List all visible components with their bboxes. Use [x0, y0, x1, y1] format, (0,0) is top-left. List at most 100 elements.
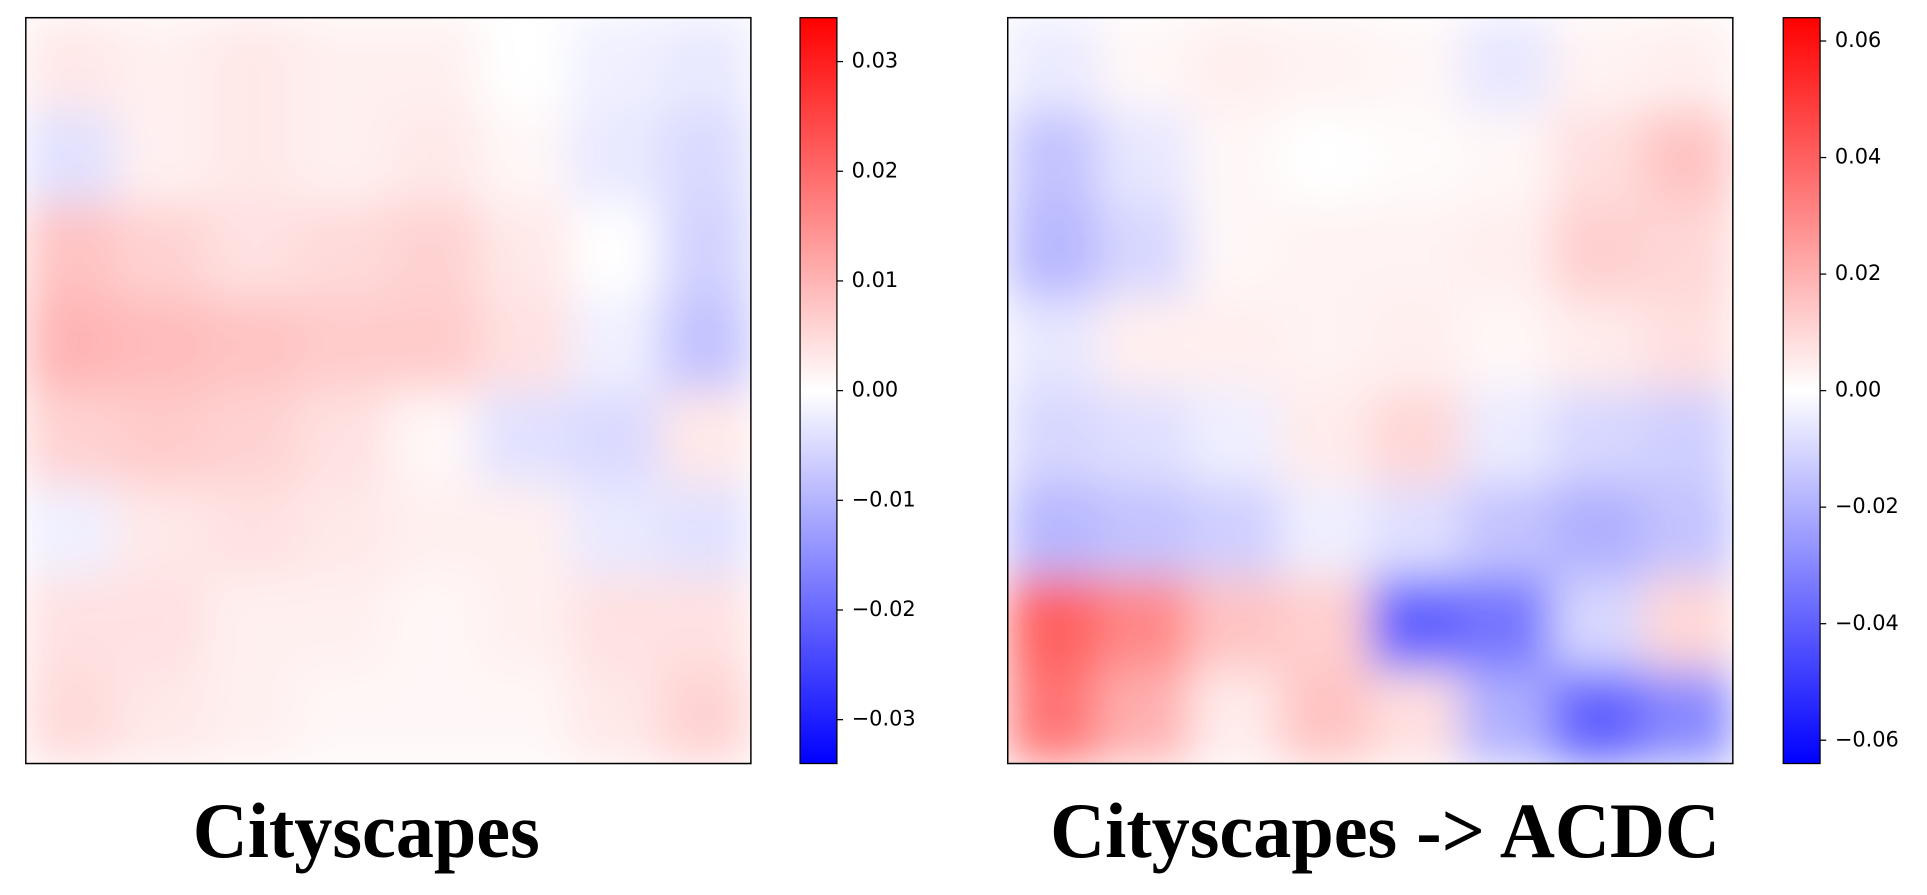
heatmap-cell — [207, 670, 299, 764]
heatmap-cell — [297, 390, 389, 485]
heatmap-cell — [1370, 204, 1462, 299]
heatmap-cell — [1189, 110, 1281, 205]
heatmap-cell — [1189, 297, 1281, 392]
heatmap-cell — [388, 390, 480, 485]
heatmap-cell — [1007, 577, 1099, 671]
heatmap-cell — [297, 483, 389, 578]
heatmap-cell — [388, 577, 480, 671]
colorbar-tick-label: −0.06 — [1835, 726, 1899, 751]
heatmap-cell — [1370, 390, 1462, 485]
heatmap-cell — [1007, 110, 1099, 205]
heatmap-cell — [1189, 204, 1281, 299]
heatmap-cell — [1098, 204, 1190, 299]
colorbar — [1782, 17, 1821, 765]
heatmap-cell — [569, 390, 661, 485]
heatmap-cell — [660, 390, 751, 485]
heatmap-cell — [25, 390, 118, 485]
heatmap-cell — [1642, 297, 1733, 392]
colorbar-tick-label: 0.01 — [852, 267, 899, 292]
heatmap-cell — [1551, 204, 1643, 299]
heatmap-cell — [388, 17, 480, 112]
heatmap-cell — [116, 670, 208, 764]
heatmap-cell — [1642, 204, 1733, 299]
heatmap-cell — [1551, 17, 1643, 112]
heatmap-cell — [1279, 670, 1371, 764]
heatmap-cell — [1279, 110, 1371, 205]
colorbar-tick-label: −0.02 — [1835, 493, 1899, 518]
heatmap-cell — [388, 483, 480, 578]
heatmap-cell — [297, 297, 389, 392]
heatmap-cell — [207, 204, 299, 299]
heatmap-cell — [1642, 110, 1733, 205]
heatmap-cell — [1279, 17, 1371, 112]
heatmap-cell — [25, 297, 118, 392]
heatmap-cell — [1189, 577, 1281, 671]
heatmap-cell — [478, 17, 571, 112]
heatmap — [25, 16, 752, 765]
heatmap-cell — [1098, 17, 1190, 112]
heatmap-cell — [1007, 483, 1099, 578]
heatmap-cell — [207, 390, 299, 485]
heatmap-cell — [1279, 204, 1371, 299]
heatmap-cell — [569, 483, 661, 578]
heatmap-cell — [1189, 17, 1281, 112]
plot-frame — [25, 16, 752, 765]
heatmap-cell — [569, 204, 661, 299]
heatmap-cell — [116, 204, 208, 299]
heatmap-cell — [1551, 110, 1643, 205]
heatmap-cell — [388, 670, 480, 764]
heatmap-cell — [116, 297, 208, 392]
heatmap-cell — [25, 17, 118, 112]
heatmap-cell — [1189, 483, 1281, 578]
heatmap-cell — [1551, 577, 1643, 671]
heatmap-cell — [1098, 670, 1190, 764]
heatmap-cell — [569, 110, 661, 205]
heatmap-cell — [1460, 110, 1553, 205]
heatmap-blur — [1007, 17, 1733, 764]
heatmap-cell — [1551, 483, 1643, 578]
heatmap-cell — [25, 204, 118, 299]
heatmap-cell — [478, 577, 571, 671]
heatmap-cell — [1279, 390, 1371, 485]
heatmap-cell — [1370, 670, 1462, 764]
heatmap-cell — [297, 670, 389, 764]
heatmap-cell — [478, 390, 571, 485]
colorbar-tick-label: 0.00 — [852, 376, 899, 401]
heatmap-cell — [1370, 577, 1462, 671]
chart-title: Cityscapes -> ACDC — [1050, 787, 1720, 874]
heatmap-cell — [1370, 110, 1462, 205]
heatmap-cell — [1279, 483, 1371, 578]
heatmap-cell — [207, 110, 299, 205]
heatmap-cell — [660, 204, 751, 299]
heatmap-cell — [1642, 577, 1733, 671]
heatmap-cell — [207, 577, 299, 671]
colorbar-tick-label: −0.01 — [852, 486, 916, 511]
heatmap-cell — [116, 110, 208, 205]
heatmap-cell — [660, 17, 751, 112]
heatmap-cell — [1460, 577, 1553, 671]
colorbar-tick-label: −0.04 — [1835, 609, 1899, 634]
heatmap-cell — [388, 204, 480, 299]
heatmap-cell — [478, 483, 571, 578]
heatmap-cell — [388, 110, 480, 205]
heatmap-cell — [297, 577, 389, 671]
colorbar-tick-label: 0.00 — [1835, 376, 1882, 401]
heatmap-cell — [1189, 390, 1281, 485]
heatmap-cell — [116, 390, 208, 485]
heatmap-cell — [116, 17, 208, 112]
heatmap-cell — [1642, 670, 1733, 764]
heatmap-cell — [478, 204, 571, 299]
heatmap-cell — [1189, 670, 1281, 764]
heatmap-cell — [660, 670, 751, 764]
heatmap-cell — [297, 110, 389, 205]
heatmap-cell — [569, 17, 661, 112]
heatmap-cell — [25, 110, 118, 205]
heatmap-cell — [1098, 390, 1190, 485]
colorbar-tick-label: 0.02 — [1835, 260, 1882, 285]
heatmap-cell — [1370, 17, 1462, 112]
heatmap-cell — [207, 17, 299, 112]
heatmap — [1007, 16, 1734, 765]
heatmap-cell — [478, 297, 571, 392]
heatmap-cell — [1460, 483, 1553, 578]
